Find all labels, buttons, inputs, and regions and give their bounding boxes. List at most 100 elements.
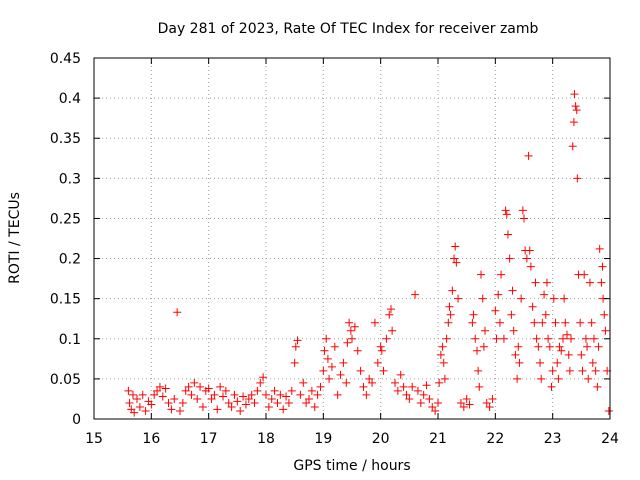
data-point — [125, 398, 134, 407]
data-point — [588, 358, 597, 367]
data-point — [548, 366, 557, 375]
chart-title: Day 281 of 2023, Rate Of TEC Index for r… — [158, 21, 539, 37]
data-point — [425, 394, 434, 403]
data-point — [161, 384, 170, 393]
data-point — [495, 318, 504, 327]
data-point — [494, 290, 503, 299]
data-point — [299, 378, 308, 387]
data-point — [572, 106, 581, 115]
data-point — [256, 378, 265, 387]
data-point — [368, 378, 377, 387]
data-point — [198, 402, 207, 411]
data-point — [385, 310, 394, 319]
y-tick-labels: 0 0.05 0.1 0.15 0.2 0.25 0.3 0.35 0.4 0.45 — [50, 51, 81, 428]
y-tick-label: 0.25 — [50, 211, 81, 227]
data-point — [479, 342, 488, 351]
data-point — [396, 370, 405, 379]
data-point — [545, 342, 554, 351]
data-point — [547, 382, 556, 391]
data-point — [440, 374, 449, 383]
data-point — [584, 374, 593, 383]
data-point — [542, 278, 551, 287]
data-point — [393, 386, 402, 395]
data-point — [356, 366, 365, 375]
data-point — [320, 346, 329, 355]
data-point — [583, 342, 592, 351]
data-point — [402, 390, 411, 399]
data-point — [164, 398, 173, 407]
data-point — [181, 386, 190, 395]
data-point — [305, 394, 313, 403]
data-point — [250, 398, 259, 407]
data-point — [279, 405, 288, 414]
data-point — [446, 310, 455, 319]
data-point — [475, 382, 484, 391]
y-tick-label: 0.2 — [59, 252, 81, 268]
data-point — [439, 358, 448, 367]
data-point — [530, 318, 539, 327]
data-point — [517, 294, 526, 303]
data-point — [573, 174, 582, 183]
data-point — [471, 334, 480, 343]
data-point — [503, 230, 512, 239]
x-tick-label: 18 — [257, 431, 275, 447]
data-point — [196, 382, 205, 391]
y-tick-label: 0.45 — [50, 51, 81, 67]
y-tick-label: 0.1 — [59, 332, 81, 348]
data-point — [405, 394, 414, 403]
data-point — [207, 394, 216, 403]
data-point — [293, 336, 302, 345]
data-point — [485, 402, 494, 411]
data-point — [316, 382, 325, 391]
data-point — [422, 381, 431, 390]
data-point — [465, 400, 474, 409]
data-point — [551, 318, 560, 327]
data-point — [307, 386, 316, 395]
x-tick-labels: 15 16 17 18 19 20 21 22 23 24 — [85, 431, 619, 447]
data-point — [408, 382, 417, 391]
data-point — [502, 210, 511, 219]
data-point — [557, 346, 566, 355]
data-point — [472, 346, 481, 355]
plot-frame — [93, 57, 611, 420]
data-point — [507, 310, 516, 319]
data-point — [124, 386, 133, 395]
x-tick-label: 22 — [486, 431, 504, 447]
data-point — [210, 390, 219, 399]
data-point — [130, 408, 139, 417]
data-point — [481, 326, 490, 335]
data-point — [322, 334, 331, 343]
data-point — [585, 278, 594, 287]
y-tick-label: 0.3 — [59, 171, 81, 187]
data-point — [362, 390, 371, 399]
data-point — [339, 358, 348, 367]
axis-ticks — [93, 57, 611, 420]
data-point — [244, 394, 253, 403]
data-point — [469, 310, 478, 319]
y-tick-label: 0.4 — [59, 91, 81, 107]
y-tick-label: 0.35 — [50, 131, 81, 147]
data-point — [520, 214, 528, 223]
data-point — [221, 386, 230, 395]
data-point — [577, 350, 586, 359]
data-point — [549, 294, 558, 303]
data-point — [558, 334, 567, 343]
data-point — [594, 342, 603, 351]
data-point — [541, 310, 550, 319]
y-tick-label: 0.15 — [50, 292, 81, 308]
x-tick-label: 23 — [544, 431, 562, 447]
data-point — [482, 398, 491, 407]
data-point — [184, 382, 193, 391]
data-point — [213, 405, 222, 414]
data-point — [353, 346, 362, 355]
data-point — [598, 262, 607, 271]
data-point — [554, 374, 563, 383]
data-point — [544, 334, 553, 343]
data-point — [563, 330, 571, 339]
data-point — [376, 342, 385, 351]
data-point — [204, 384, 213, 393]
data-point — [236, 406, 245, 415]
data-point — [561, 318, 570, 327]
data-point — [153, 386, 162, 395]
data-point — [284, 398, 293, 407]
